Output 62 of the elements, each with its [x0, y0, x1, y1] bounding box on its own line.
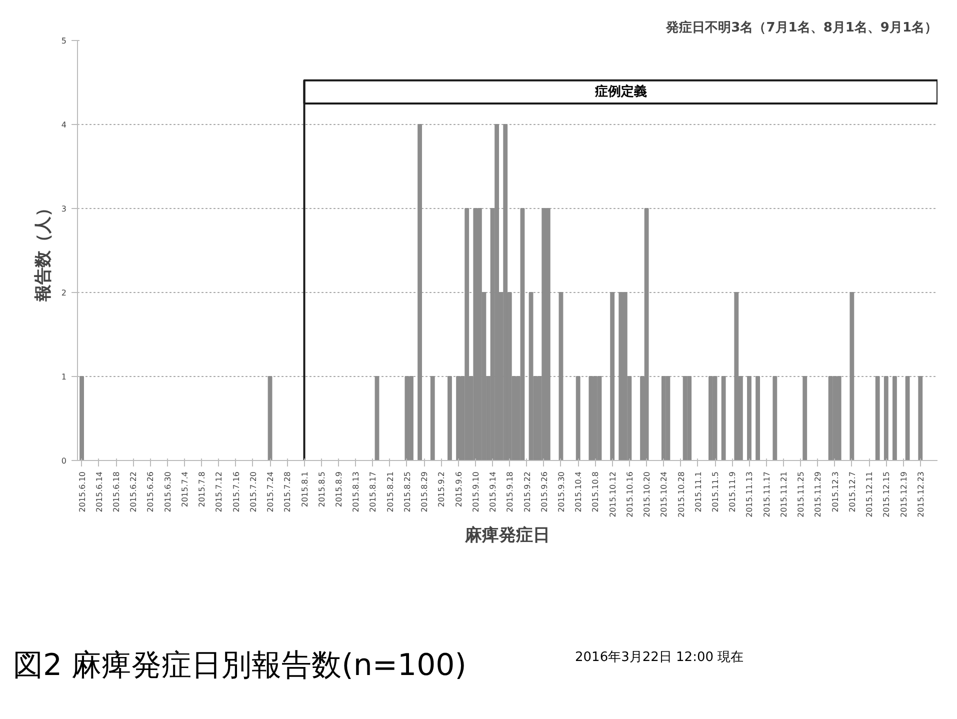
y-tick-label: 2	[61, 288, 67, 298]
x-tick-label: 2015.6.26	[146, 471, 156, 512]
x-tick-label: 2015.8.13	[352, 471, 361, 512]
x-tick-label: 2015.7.16	[232, 471, 241, 512]
x-tick-label: 2015.9.30	[556, 471, 566, 512]
x-tick-label: 2015.9.6	[454, 472, 464, 508]
x-tick-label: 2015.12.11	[865, 471, 874, 518]
text: 2016年3月22日 12:00 現在	[575, 649, 744, 667]
x-tick-label: 2015.7.20	[248, 471, 258, 512]
x-tick-label: 2015.10.20	[642, 471, 652, 518]
y-tick-label: 5	[61, 36, 67, 46]
x-tick-label: 2015.7.28	[283, 471, 292, 512]
x-tick-label: 2015.9.22	[522, 471, 532, 512]
x-axis-title: 麻痺発症日	[464, 525, 550, 546]
text: 発症日不明3名（7月1名、8月1名、9月1名）	[665, 20, 938, 36]
y-axis-title: 報告数（人）	[33, 200, 54, 302]
x-tick-label: 2015.7.24	[266, 471, 276, 512]
y-tick-label: 0	[61, 456, 67, 466]
x-tick-label: 2015.6.10	[78, 471, 87, 512]
x-tick-label: 2015.10.28	[676, 471, 686, 518]
x-tick-label: 2015.8.1	[300, 472, 310, 508]
x-tick-label: 2015.11.25	[796, 471, 806, 518]
x-tick-label: 2015.12.15	[882, 471, 892, 518]
x-tick-label: 2015.8.9	[334, 472, 344, 508]
x-tick-label: 2015.11.1	[694, 471, 703, 512]
x-tick-label: 2015.6.30	[163, 471, 172, 512]
x-tick-label: 2015.7.4	[180, 472, 190, 508]
x-tick-label: 2015.10.4	[574, 471, 584, 512]
x-tick-label: 2015.8.25	[402, 471, 412, 512]
x-tick-label: 2015.8.5	[317, 472, 326, 508]
x-tick-label: 2015.12.7	[848, 471, 857, 512]
x-tick-label: 2015.10.8	[591, 471, 600, 512]
x-tick-label: 2015.6.18	[112, 471, 122, 512]
x-tick-label: 2015.7.8	[198, 472, 207, 508]
x-tick-label: 2015.6.14	[94, 471, 104, 512]
x-tick-label: 2015.12.19	[899, 471, 908, 518]
x-tick-label: 2015.7.12	[214, 471, 224, 512]
x-tick-label: 2015.9.14	[488, 471, 498, 512]
x-tick-label: 2015.11.17	[762, 471, 772, 518]
y-tick-label: 3	[61, 204, 67, 214]
y-tick-label: 4	[61, 120, 67, 130]
x-tick-label: 2015.12.3	[830, 471, 840, 512]
x-tick-label: 2015.11.5	[711, 471, 720, 512]
y-tick-label: 1	[61, 372, 67, 382]
x-tick-label: 2015.9.10	[471, 471, 480, 512]
x-tick-label: 2015.8.29	[420, 471, 430, 512]
x-tick-label: 2015.6.22	[129, 471, 138, 512]
x-tick-label: 2015.11.9	[728, 471, 738, 512]
x-tick-label: 2015.11.21	[779, 471, 788, 518]
text: 図2 麻痺発症日別報告数(n=100)	[13, 647, 466, 685]
ref-line-label: 症例定義	[594, 83, 647, 100]
x-tick-label: 2015.10.24	[660, 471, 669, 518]
x-tick-label: 2015.9.26	[540, 471, 549, 512]
x-tick-label: 2015.10.12	[608, 471, 618, 518]
x-tick-label: 2015.8.17	[368, 471, 378, 512]
x-tick-label: 2015.12.23	[916, 471, 926, 518]
x-tick-label: 2015.11.29	[814, 471, 823, 518]
x-tick-label: 2015.9.2	[437, 472, 446, 508]
x-tick-label: 2015.10.16	[625, 471, 634, 518]
x-tick-label: 2015.9.18	[506, 471, 515, 512]
x-tick-label: 2015.8.21	[386, 471, 395, 512]
x-tick-label: 2015.11.13	[745, 471, 754, 518]
